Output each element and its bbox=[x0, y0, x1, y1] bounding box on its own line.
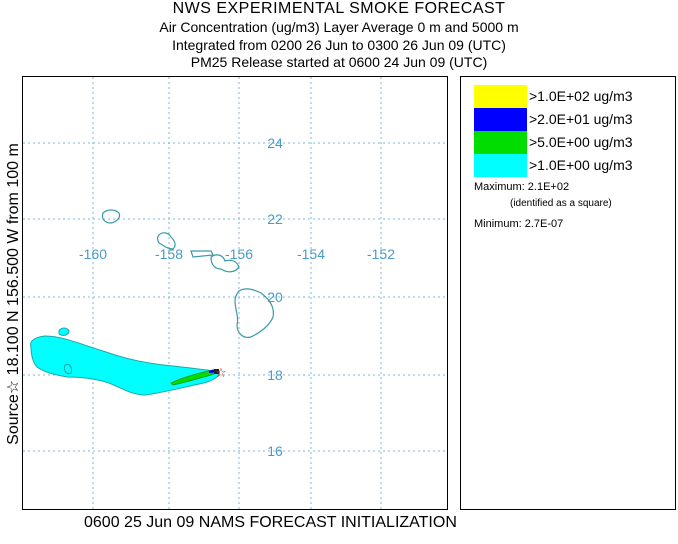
max-concentration-square bbox=[214, 369, 219, 374]
island-maui bbox=[210, 254, 240, 273]
subtitle-release: PM25 Release started at 0600 24 Jun 09 (… bbox=[190, 54, 488, 70]
subtitle-concentration: Air Concentration (ug/m3) Layer Average … bbox=[159, 19, 519, 35]
legend-swatch-green bbox=[474, 131, 527, 154]
source-location-label: Source☆ 18.100 N 156.500 W from 100 m bbox=[5, 143, 22, 445]
plume-blob-cyan-2 bbox=[64, 364, 72, 374]
island-oahu bbox=[156, 232, 176, 250]
island-hawaii bbox=[234, 288, 274, 338]
latitude-label: 24 bbox=[267, 135, 283, 151]
longitude-label: -158 bbox=[155, 246, 183, 262]
map-canvas[interactable]: -160 -158 -156 -154 -152 24 22 20 18 16 ☆ bbox=[23, 77, 447, 509]
subtitle-integration: Integrated from 0200 26 Jun to 0300 26 J… bbox=[172, 37, 506, 53]
source-star-icon: ☆ bbox=[215, 366, 227, 381]
legend-label-100: >1.0E+02 ug/m3 bbox=[529, 88, 633, 104]
island-molokai bbox=[190, 250, 214, 258]
longitude-label: -154 bbox=[297, 246, 325, 262]
legend-swatch-yellow bbox=[474, 85, 527, 108]
legend-panel: >1.0E+02 ug/m3 >2.0E+01 ug/m3 >5.0E+00 u… bbox=[460, 76, 676, 510]
smoke-plume bbox=[30, 327, 220, 396]
legend-label-20: >2.0E+01 ug/m3 bbox=[529, 111, 633, 127]
longitude-label: -160 bbox=[79, 246, 107, 262]
forecast-initialization-label: 0600 25 Jun 09 NAMS FORECAST INITIALIZAT… bbox=[84, 514, 457, 531]
coastline-islands bbox=[101, 209, 274, 338]
graticule: -160 -158 -156 -154 -152 24 22 20 18 16 bbox=[23, 77, 447, 509]
plume-contour-cyan bbox=[30, 335, 220, 396]
plume-blob-cyan bbox=[58, 327, 70, 336]
maximum-value: Maximum: 2.1E+02 bbox=[474, 181, 570, 193]
legend-label-5: >5.0E+00 ug/m3 bbox=[529, 134, 633, 150]
longitude-label: -152 bbox=[367, 246, 395, 262]
page-title: NWS EXPERIMENTAL SMOKE FORECAST bbox=[172, 0, 506, 17]
map-panel[interactable]: -160 -158 -156 -154 -152 24 22 20 18 16 ☆ bbox=[22, 76, 448, 510]
latitude-label: 20 bbox=[267, 289, 283, 305]
maximum-note: (identified as a square) bbox=[510, 198, 612, 209]
latitude-label: 22 bbox=[267, 211, 283, 227]
minimum-value: Minimum: 2.7E-07 bbox=[474, 218, 564, 230]
latitude-label: 16 bbox=[267, 443, 283, 459]
longitude-label: -156 bbox=[225, 246, 253, 262]
legend-swatch-cyan bbox=[474, 154, 527, 177]
source-marker: ☆ bbox=[214, 366, 227, 381]
island-kauai bbox=[101, 209, 121, 224]
latitude-label: 18 bbox=[267, 367, 283, 383]
legend-label-1: >1.0E+00 ug/m3 bbox=[529, 157, 633, 173]
legend-swatch-blue bbox=[474, 108, 527, 131]
